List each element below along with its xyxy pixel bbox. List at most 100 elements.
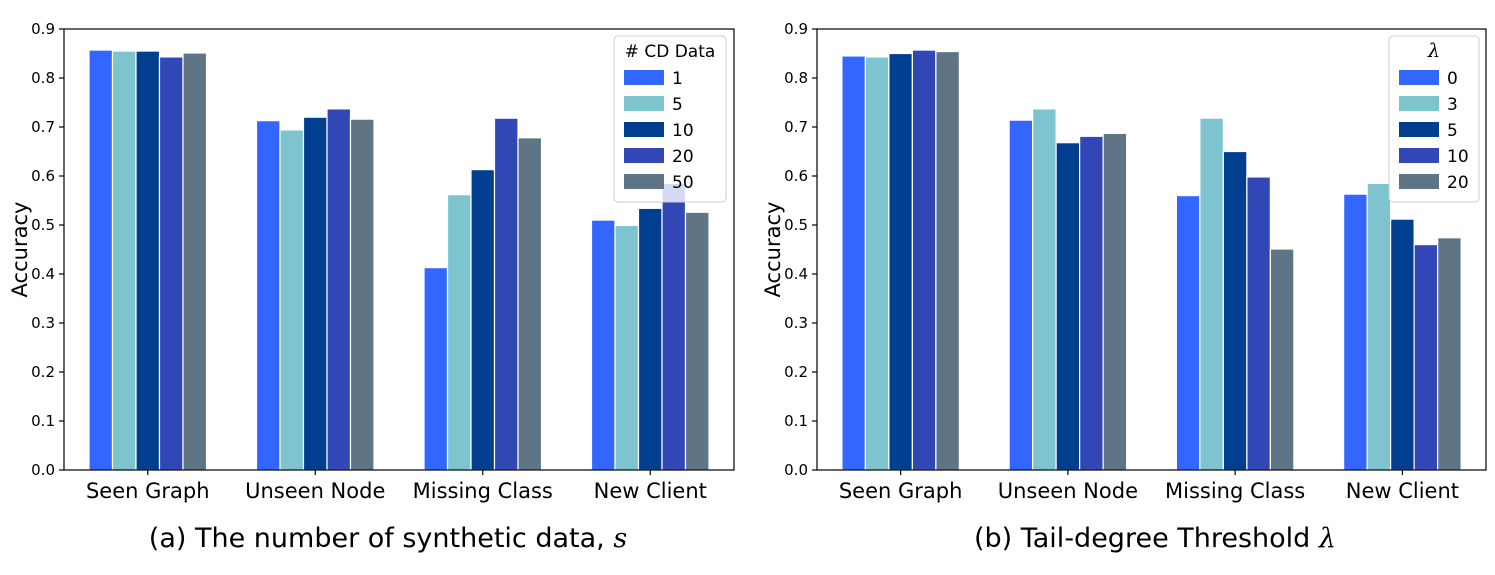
y-tick-label: 0.7 bbox=[784, 118, 808, 136]
plot-frame bbox=[816, 28, 1487, 471]
legend-label-1: 1 bbox=[672, 69, 683, 89]
y-tick-label: 0.9 bbox=[31, 20, 55, 38]
legend-label-20: 20 bbox=[672, 147, 694, 167]
y-tick-label: 0.3 bbox=[784, 314, 808, 332]
bar-unseen-node-series-1 bbox=[255, 120, 281, 471]
y-tick-label: 0.3 bbox=[31, 314, 55, 332]
bar-new-client-series-1 bbox=[590, 219, 616, 471]
bar-missing-class-series-5 bbox=[446, 194, 472, 471]
bar-missing-class-series-0 bbox=[1175, 195, 1201, 471]
legend-swatch-20 bbox=[1399, 174, 1439, 189]
bar-seen-graph-series-20 bbox=[935, 50, 960, 471]
legend-swatch-50 bbox=[624, 174, 664, 189]
bar-missing-class-series-50 bbox=[517, 137, 543, 471]
legend-swatch-3 bbox=[1399, 96, 1439, 111]
bar-unseen-node-series-50 bbox=[349, 118, 375, 471]
bar-new-client-series-5 bbox=[1390, 218, 1415, 471]
x-tick-label: New Client bbox=[1346, 479, 1459, 503]
bar-unseen-node-series-5 bbox=[1055, 142, 1081, 471]
bar-seen-graph-series-10 bbox=[135, 50, 161, 471]
legend-swatch-10 bbox=[1399, 148, 1439, 163]
chart-caption: (a) The number of synthetic data, s bbox=[149, 523, 627, 554]
y-tick-label: 0.2 bbox=[31, 363, 55, 381]
x-tick-label: Seen Graph bbox=[86, 479, 210, 503]
bar-missing-class-series-10 bbox=[1246, 176, 1271, 471]
legend: λ0 3 5 10 20 bbox=[1388, 35, 1480, 203]
x-tick-label: Seen Graph bbox=[839, 479, 963, 503]
x-tick-label: Missing Class bbox=[1165, 479, 1305, 503]
chart-a: 0.0 0.1 0.2 0.3 0.4 0.5 0.6 0.7 0.8 0.9 Seen Graph… bbox=[8, 20, 735, 554]
bar-new-client-series-5 bbox=[614, 224, 640, 471]
x-tick-label: New Client bbox=[594, 479, 707, 503]
bar-seen-graph-series-50 bbox=[182, 52, 208, 471]
legend-swatch-0 bbox=[1399, 70, 1439, 85]
bar-new-client-series-3 bbox=[1366, 182, 1392, 471]
bar-new-client-series-50 bbox=[684, 211, 710, 471]
bar-seen-graph-series-0 bbox=[841, 55, 866, 471]
bar-seen-graph-series-20 bbox=[158, 56, 184, 471]
bar-seen-graph-series-3 bbox=[864, 56, 890, 471]
legend-title: λ bbox=[1427, 40, 1440, 62]
bar-unseen-node-series-10 bbox=[302, 116, 328, 471]
y-tick-label: 0.8 bbox=[31, 69, 55, 87]
y-tick-label: 0.6 bbox=[784, 167, 808, 185]
bar-missing-class-series-20 bbox=[493, 117, 519, 471]
legend-swatch-5 bbox=[624, 96, 664, 111]
legend-label-5: 5 bbox=[672, 95, 683, 115]
bar-missing-class-series-5 bbox=[1222, 150, 1248, 471]
legend-label-5: 5 bbox=[1447, 121, 1458, 141]
bar-missing-class-series-10 bbox=[470, 169, 496, 471]
legend: # CD Data 1 5 10 20 50 bbox=[613, 35, 727, 203]
legend-label-50: 50 bbox=[672, 173, 694, 193]
bar-unseen-node-series-10 bbox=[1079, 135, 1104, 471]
x-tick-label: Unseen Node bbox=[998, 479, 1138, 503]
bar-new-client-series-10 bbox=[637, 207, 663, 471]
chart-b: 0.0 0.1 0.2 0.3 0.4 0.5 0.6 0.7 0.8 0.9 Seen Graph… bbox=[761, 20, 1487, 554]
y-tick-label: 0.6 bbox=[31, 167, 55, 185]
bar-unseen-node-series-3 bbox=[1032, 108, 1057, 471]
y-tick-label: 0.1 bbox=[31, 412, 55, 430]
y-tick-label: 0.5 bbox=[31, 216, 55, 234]
legend-swatch-5 bbox=[1399, 122, 1439, 137]
y-tick-label: 0.0 bbox=[31, 461, 55, 479]
bar-new-client-series-10 bbox=[1413, 244, 1439, 471]
y-tick-label: 0.4 bbox=[31, 265, 55, 283]
bar-unseen-node-series-0 bbox=[1008, 119, 1034, 471]
y-tick-label: 0.1 bbox=[784, 412, 808, 430]
x-tick-label: Missing Class bbox=[413, 479, 553, 503]
y-tick-label: 0.0 bbox=[784, 461, 808, 479]
y-axis-title: Accuracy bbox=[761, 202, 785, 298]
bar-seen-graph-series-1 bbox=[88, 49, 114, 471]
legend-swatch-1 bbox=[624, 70, 664, 85]
bar-missing-class-series-3 bbox=[1199, 117, 1224, 471]
y-tick-label: 0.5 bbox=[784, 216, 808, 234]
y-tick-label: 0.9 bbox=[784, 20, 808, 38]
bar-unseen-node-series-20 bbox=[326, 108, 352, 471]
bar-unseen-node-series-20 bbox=[1102, 132, 1128, 471]
y-tick-label: 0.8 bbox=[784, 69, 808, 87]
bar-seen-graph-series-10 bbox=[911, 49, 937, 471]
y-tick-label: 0.7 bbox=[31, 118, 55, 136]
bar-unseen-node-series-5 bbox=[279, 129, 305, 471]
bar-missing-class-series-20 bbox=[1269, 248, 1295, 471]
legend-label-10: 10 bbox=[1447, 147, 1469, 167]
legend-label-0: 0 bbox=[1447, 69, 1458, 89]
legend-swatch-20 bbox=[624, 148, 664, 163]
legend-label-3: 3 bbox=[1447, 95, 1458, 115]
bar-new-client-series-20 bbox=[1437, 237, 1462, 471]
legend-label-10: 10 bbox=[672, 121, 694, 141]
legend-label-20: 20 bbox=[1447, 173, 1469, 193]
chart-caption: (b) Tail-degree Threshold λ bbox=[974, 523, 1336, 554]
bar-seen-graph-series-5 bbox=[111, 50, 137, 471]
legend-title: # CD Data bbox=[625, 42, 716, 62]
y-tick-label: 0.2 bbox=[784, 363, 808, 381]
x-tick-label: Unseen Node bbox=[245, 479, 385, 503]
bar-new-client-series-20 bbox=[661, 182, 687, 471]
y-axis-title: Accuracy bbox=[8, 202, 32, 298]
plot-frame bbox=[63, 28, 735, 471]
y-tick-label: 0.4 bbox=[784, 265, 808, 283]
bar-seen-graph-series-5 bbox=[888, 52, 913, 471]
legend-swatch-10 bbox=[624, 122, 664, 137]
bar-missing-class-series-1 bbox=[423, 267, 449, 471]
